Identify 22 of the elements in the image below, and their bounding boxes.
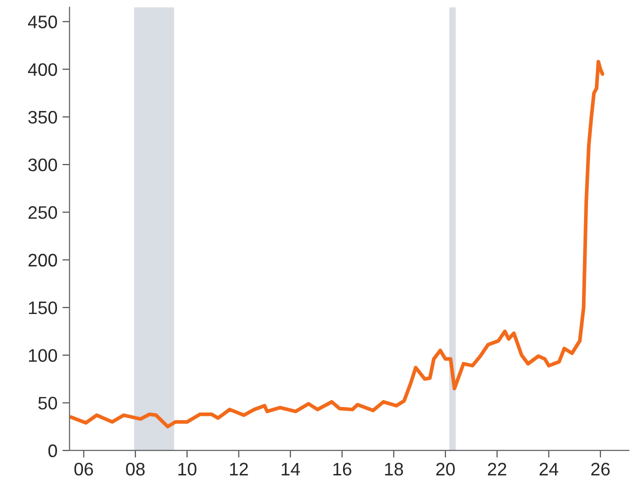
y-tick-label: 250 — [28, 206, 58, 219]
x-tick-label: 20 — [436, 462, 455, 476]
y-tick-label: 50 — [38, 396, 58, 410]
x-tick-label: 22 — [488, 462, 506, 476]
y-tick-label: 400 — [28, 63, 58, 76]
y-tick-label: 300 — [28, 158, 58, 172]
x-tick-label: 18 — [385, 462, 403, 476]
y-tick-label: 350 — [28, 110, 58, 124]
y-tick-label: 200 — [28, 254, 58, 267]
x-tick-label: 16 — [333, 462, 352, 476]
x-tick-label: 06 — [74, 462, 93, 476]
y-tick-label: 450 — [28, 16, 58, 28]
line-series — [70, 60, 604, 428]
y-tick-label: 100 — [28, 349, 58, 362]
y-tick-label: 0 — [48, 444, 58, 458]
x-tick-label: 08 — [126, 462, 145, 476]
y-tick-label: 150 — [28, 301, 58, 314]
x-tick-label: 24 — [540, 462, 558, 476]
x-tick-label: 26 — [591, 462, 610, 476]
x-tick-label: 10 — [178, 462, 196, 476]
x-tick-label: 12 — [230, 462, 248, 476]
x-tick-label: 14 — [282, 462, 300, 476]
